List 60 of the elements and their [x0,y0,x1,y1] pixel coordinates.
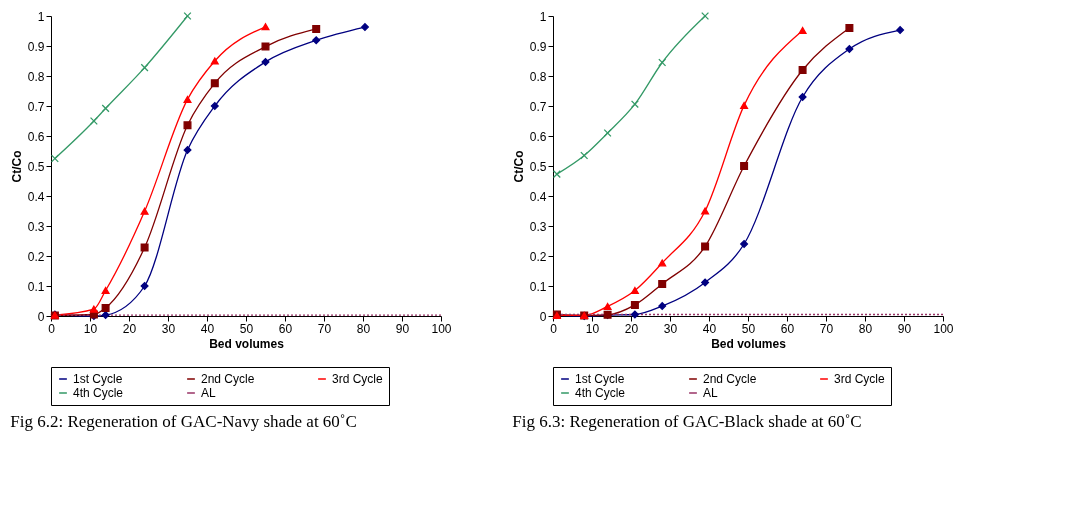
y-tick-label: 0.4 [27,189,45,204]
x-tick-label: 100 [431,321,452,336]
legend-label: AL [703,386,718,400]
y-tick-label: 0.8 [27,69,45,84]
y-tick-label: 0.3 [529,219,547,234]
x-tick-label: 100 [933,321,954,336]
x-axis-title: Bed volumes [209,336,285,351]
y-tick-label: 0.7 [27,99,45,114]
x-tick-label: 30 [663,321,678,336]
y-tick-label: 0 [539,309,547,324]
y-tick-label: 0.2 [529,249,547,264]
x-tick-label: 10 [83,321,98,336]
x-tick-label: 90 [897,321,912,336]
y-tick-label: 0.1 [27,279,45,294]
text: Fig 6.3: Regeneration of GAC-Black shade at 60˚C [512,411,862,431]
y-tick-label: 0.5 [529,159,547,174]
legend-label: 3rd Cycle [332,372,384,386]
text: Fig 6.2: Regeneration of GAC-Navy shade at 60˚C [10,411,357,431]
y-tick-label: 0.6 [27,129,45,144]
x-tick-label: 30 [161,321,176,336]
x-tick-label: 20 [624,321,639,336]
legend-label: 4th Cycle [73,386,124,400]
y-tick-label: 1 [539,9,547,24]
y-tick-label: 0.9 [27,39,45,54]
y-tick-label: 1 [37,9,45,24]
x-tick-label: 40 [200,321,215,336]
y-tick-label: 0.2 [27,249,45,264]
x-tick-label: 60 [278,321,293,336]
x-tick-label: 60 [780,321,795,336]
legend-label: 1st Cycle [575,372,625,386]
y-tick-label: 0.7 [529,99,547,114]
y-tick-label: 0.9 [529,39,547,54]
x-tick-label: 0 [550,321,558,336]
x-tick-label: 50 [239,321,254,336]
legend-label: 2nd Cycle [703,372,757,386]
y-tick-label: 0.5 [27,159,45,174]
x-tick-label: 70 [819,321,834,336]
y-tick-label: 0 [37,309,45,324]
x-tick-label: 50 [741,321,756,336]
y-axis-title: Ct/Co [511,150,526,183]
legend-label: 3rd Cycle [834,372,886,386]
y-tick-label: 0.3 [27,219,45,234]
y-tick-label: 0.6 [529,129,547,144]
y-axis-title: Ct/Co [9,150,24,183]
x-tick-label: 20 [122,321,137,336]
x-tick-label: 10 [585,321,600,336]
x-tick-label: 40 [702,321,717,336]
x-tick-label: 80 [356,321,371,336]
y-tick-label: 0.8 [529,69,547,84]
x-tick-label: 0 [48,321,56,336]
y-tick-label: 0.1 [529,279,547,294]
legend-label: AL [201,386,216,400]
legend-label: 4th Cycle [575,386,626,400]
x-tick-label: 90 [395,321,410,336]
legend-label: 2nd Cycle [201,372,255,386]
x-tick-label: 70 [317,321,332,336]
x-axis-title: Bed volumes [711,336,787,351]
x-tick-label: 80 [858,321,873,336]
legend-label: 1st Cycle [73,372,123,386]
y-tick-label: 0.4 [529,189,547,204]
